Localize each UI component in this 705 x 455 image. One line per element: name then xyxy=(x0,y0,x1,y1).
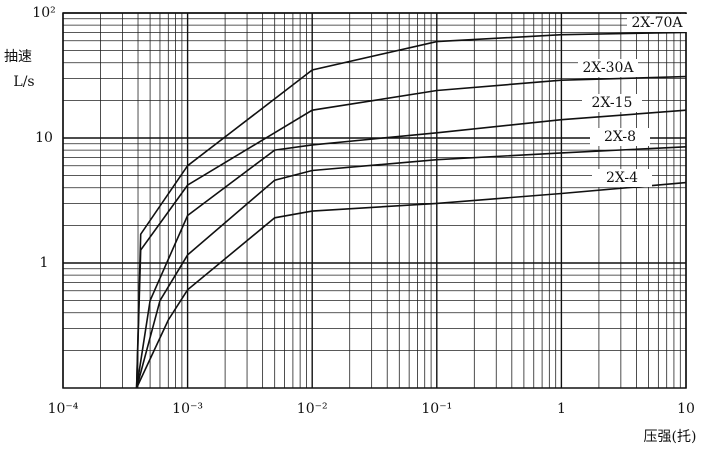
x-tick-label: 10⁻¹ xyxy=(421,401,452,417)
curve-label: 2X-70A xyxy=(631,15,683,31)
y-axis-label: L/s xyxy=(13,74,34,90)
curve xyxy=(135,31,687,389)
x-tick-label: 1 xyxy=(557,401,566,417)
legend-box xyxy=(592,169,652,187)
legend-box xyxy=(627,14,687,32)
curve-label: 2X-8 xyxy=(604,129,636,145)
y-tick-label: 10² xyxy=(32,5,55,21)
y-axis-label: 抽速 xyxy=(4,49,32,65)
legend-box xyxy=(582,94,642,112)
x-tick-label: 10⁻³ xyxy=(172,401,203,417)
legend-box xyxy=(578,59,638,77)
curve xyxy=(135,146,687,389)
x-tick-label: 10⁻⁴ xyxy=(48,401,79,417)
legend-box xyxy=(590,128,650,146)
x-tick-label: 10⁻² xyxy=(297,401,328,417)
curve xyxy=(135,109,687,389)
y-tick-label: 1 xyxy=(40,255,49,271)
curve xyxy=(135,181,687,389)
y-tick-label: 10 xyxy=(35,130,53,146)
curve-label: 2X-15 xyxy=(592,95,633,111)
curve-label: 2X-4 xyxy=(606,170,638,186)
x-axis-label: 压强(托) xyxy=(644,429,697,445)
curve-label: 2X-30A xyxy=(582,60,634,76)
curve xyxy=(135,75,687,389)
x-tick-label: 10 xyxy=(677,401,695,417)
